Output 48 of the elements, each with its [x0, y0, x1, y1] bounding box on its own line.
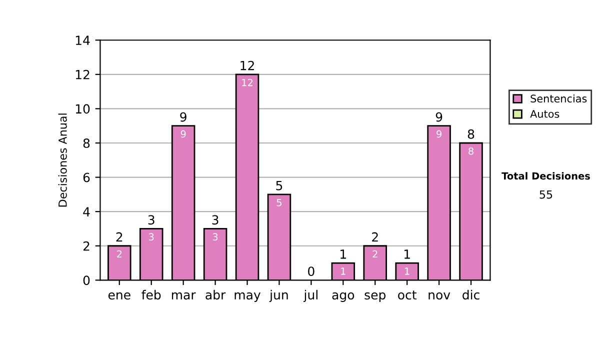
y-tick-label: 12 [76, 70, 90, 80]
total-label: 2 [116, 232, 122, 242]
x-tick-label: abr [206, 290, 226, 300]
data-label: 2 [117, 250, 122, 258]
y-tick-label: 10 [76, 104, 90, 114]
x-tick-label: dic [462, 290, 480, 300]
total-label: 9 [436, 112, 442, 122]
data-label: 2 [372, 250, 378, 258]
total-label: 1 [404, 250, 410, 259]
total-label: 12 [240, 60, 254, 70]
x-tick-label: ene [108, 292, 130, 300]
text: Total Decisiones [502, 172, 590, 180]
data-label: 5 [276, 199, 282, 206]
data-label: 9 [436, 130, 442, 138]
y-tick-label: 8 [83, 138, 90, 148]
data-label: 1 [405, 268, 410, 275]
y-tick-label: 2 [83, 241, 90, 251]
total-label: 1 [340, 250, 346, 259]
total-label: 9 [180, 112, 186, 122]
y-tick-label: 6 [83, 172, 90, 182]
x-tick-label: mar [172, 292, 196, 300]
total-label: 0 [308, 266, 314, 276]
x-tick-label: sep [364, 292, 386, 302]
text: 55 [540, 190, 552, 199]
total-label: 3 [212, 215, 218, 225]
y-tick-label: 14 [76, 36, 90, 45]
data-label: 1 [341, 268, 346, 275]
data-label: 8 [468, 147, 474, 155]
x-tick-label: nov [428, 292, 450, 300]
total-label: 5 [276, 181, 282, 190]
legend-label: Sentencias [530, 94, 587, 103]
data-label: 12 [242, 78, 252, 86]
data-label: 3 [212, 233, 218, 241]
total-label: 2 [372, 232, 378, 242]
y-tick-label: 4 [83, 207, 90, 216]
data-label: 3 [148, 233, 154, 241]
legend-label: Autos [530, 110, 560, 118]
x-tick-label: may [234, 292, 260, 302]
total-label: 8 [468, 129, 474, 139]
y-tick-label: 0 [83, 276, 90, 286]
x-tick-label: ago [332, 292, 354, 302]
x-tick-label: jul [304, 290, 318, 302]
x-tick-label: feb [142, 290, 161, 300]
x-tick-label: oct [398, 290, 416, 300]
data-label: 9 [180, 130, 186, 138]
x-tick-label: jun [269, 290, 288, 302]
y-axis-title: Decisiones Anual [58, 114, 67, 207]
total-label: 3 [148, 215, 154, 225]
